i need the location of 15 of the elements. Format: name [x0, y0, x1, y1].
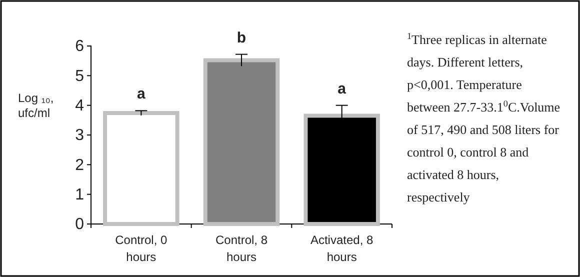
annotation: b [236, 29, 246, 46]
x-tick-label: Control, 0 hours [115, 233, 168, 264]
annotation: a [338, 80, 347, 98]
x-tick-label: Control, 8 hours [215, 233, 268, 264]
y-tick-label: 0 [75, 216, 84, 234]
text: $^{1}$Three replicas in alternate days. Different letters, p<0,001. Temperature between 27.7-33.1$^{0}$C.Volume of 517, 490 and 508 liters for control 0, control 8 and activated 8 hours, respectively [407, 31, 560, 204]
y-axis-title: Log ₁₀, ufc/ml [18, 91, 54, 120]
y-tick-label: 5 [75, 68, 84, 85]
y-tick-label: 6 [75, 38, 84, 56]
y-tick-label: 3 [75, 127, 84, 144]
y-tick-label: 4 [75, 97, 84, 114]
annotation: a [136, 86, 146, 103]
y-tick-label: 1 [75, 186, 84, 204]
y-tick-label: 2 [75, 156, 84, 174]
x-tick-label: Activated, 8 hours [310, 233, 374, 264]
